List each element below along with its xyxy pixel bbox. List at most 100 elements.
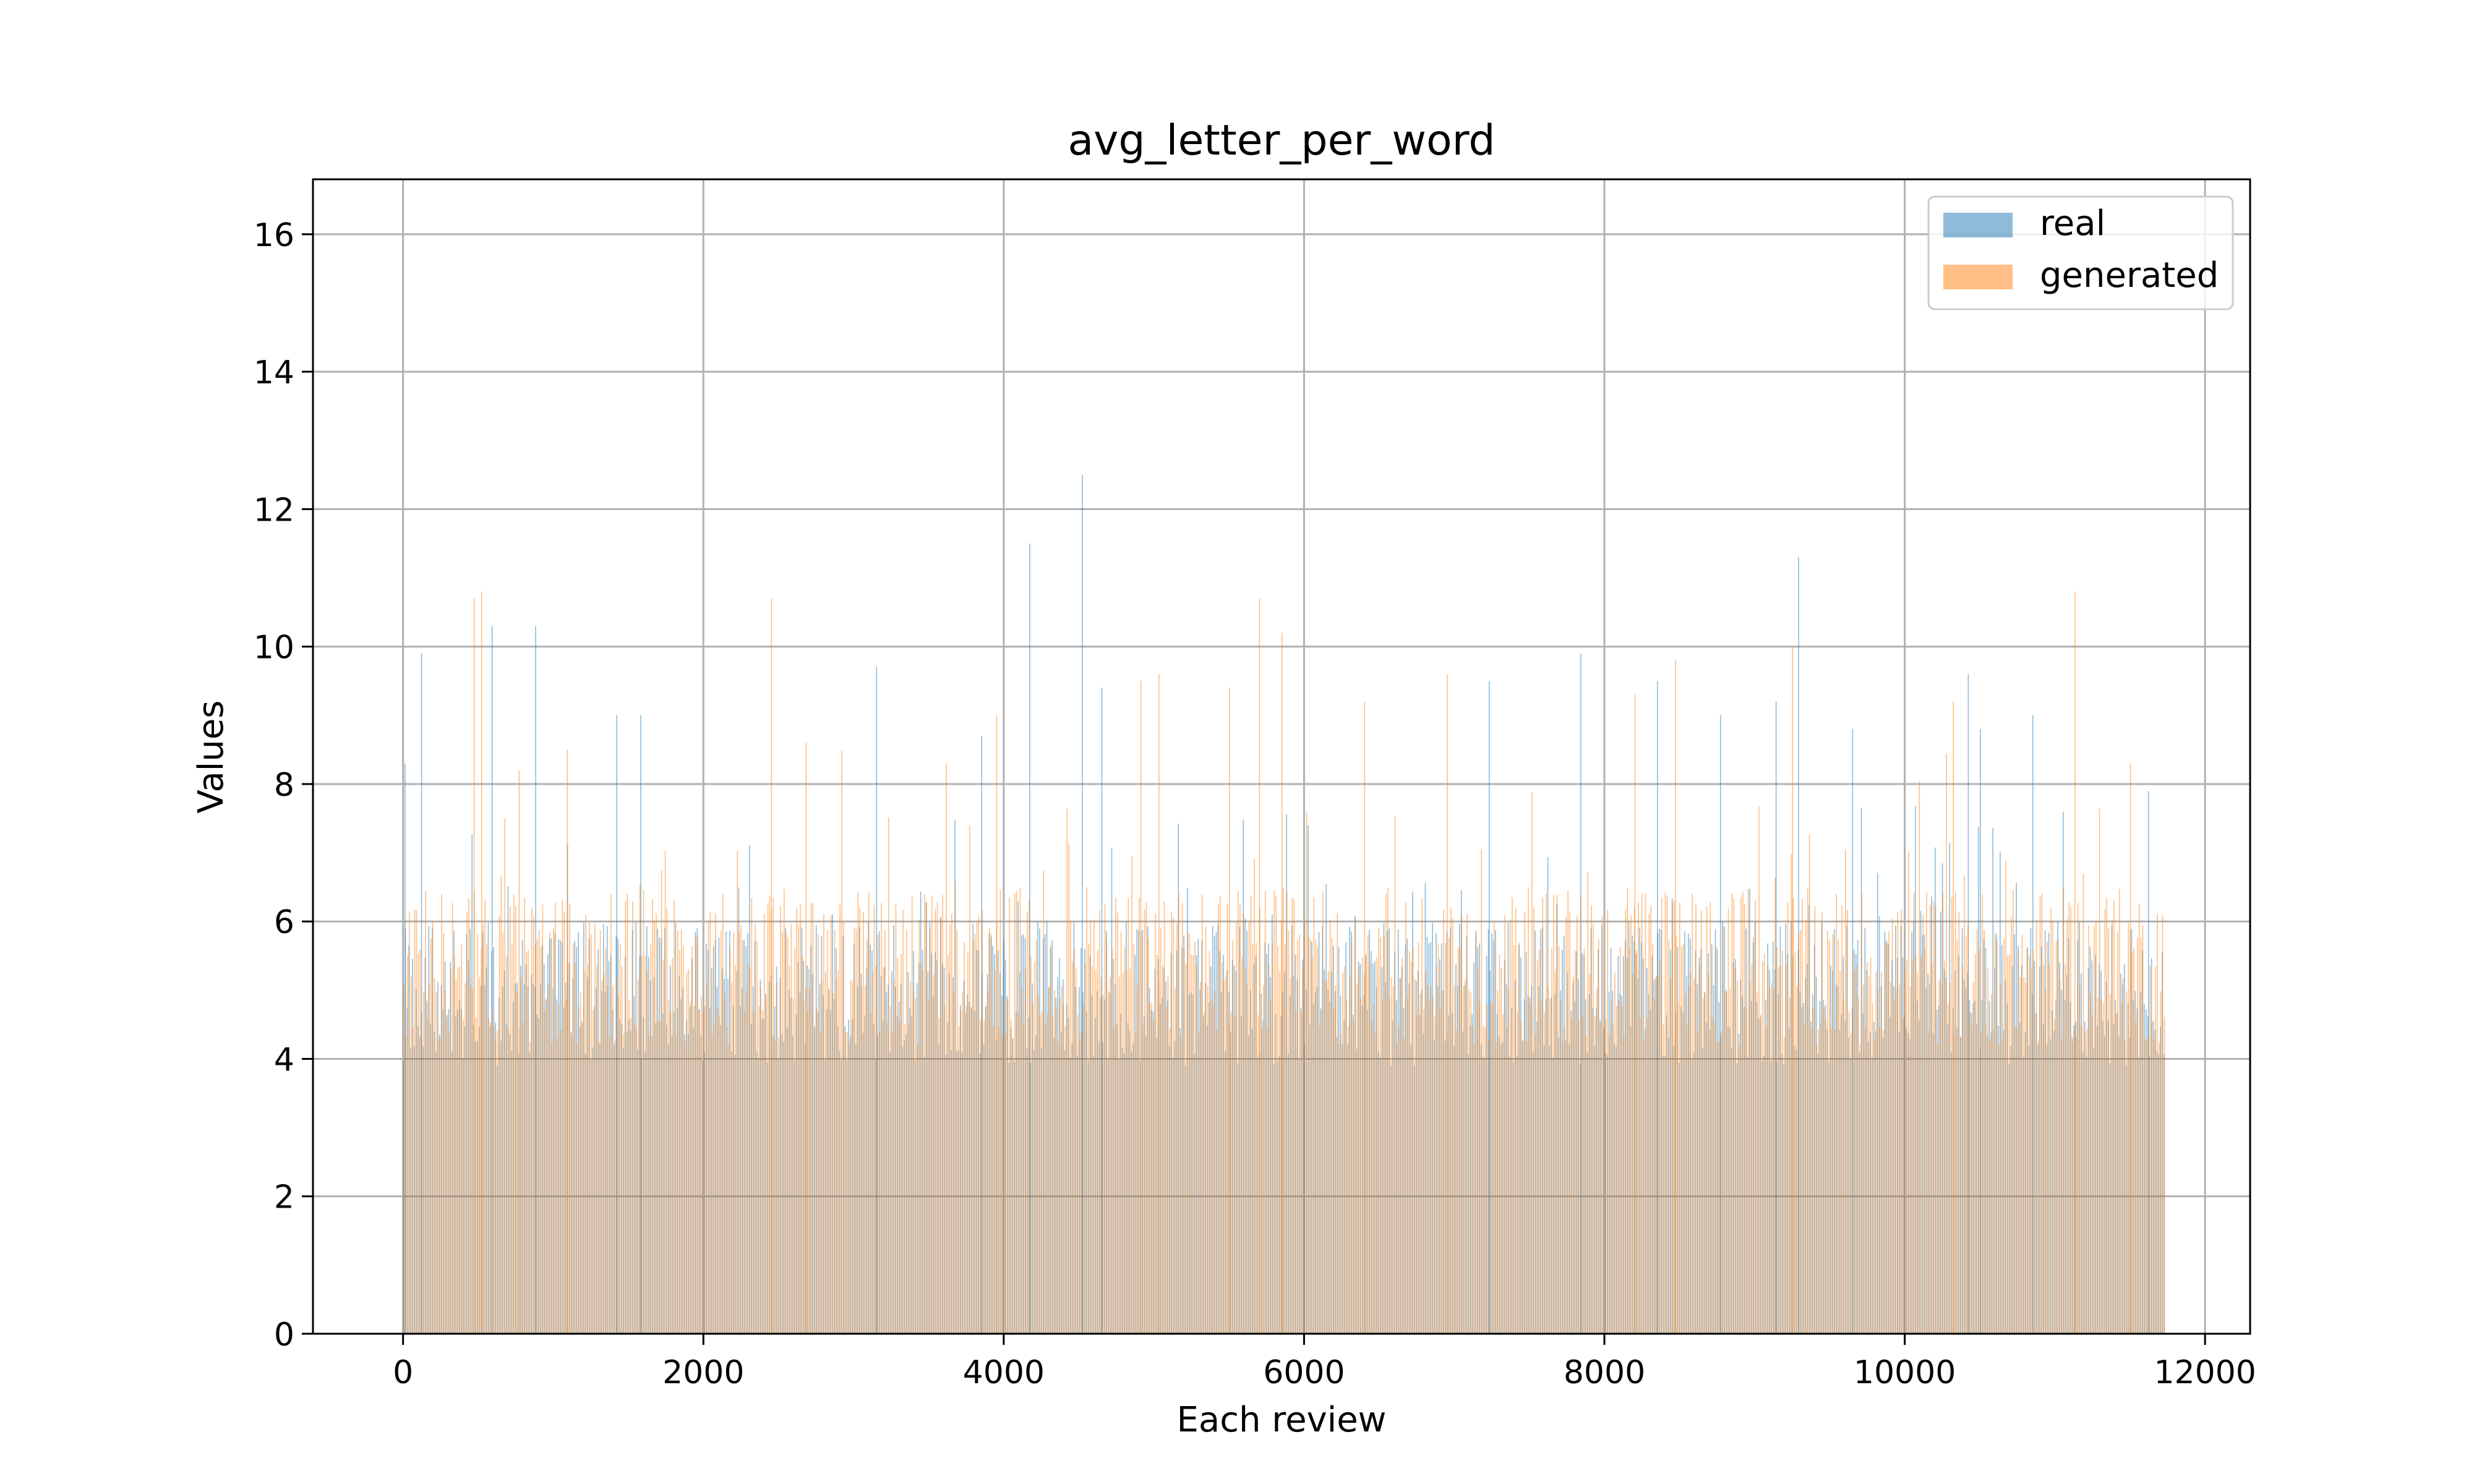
bar — [2118, 889, 2120, 1334]
bar — [1641, 893, 1643, 1334]
bar — [573, 943, 574, 1334]
bar — [2142, 925, 2144, 1334]
bar — [2077, 903, 2079, 1334]
bar — [1390, 978, 1392, 1334]
bar — [650, 944, 651, 1334]
bar — [1585, 1035, 1587, 1334]
bar — [486, 943, 487, 1334]
bar — [906, 929, 907, 1334]
bar — [2059, 979, 2061, 1334]
bar — [1904, 970, 1906, 1334]
bar — [1356, 983, 1358, 1334]
bar — [1434, 1017, 1436, 1334]
bar — [1676, 935, 1677, 1334]
bar — [1402, 957, 1403, 1334]
bar — [2023, 977, 2025, 1334]
bar — [1234, 1016, 1235, 1334]
bar — [614, 1040, 615, 1334]
bar — [1753, 937, 1755, 1334]
bar — [1007, 999, 1008, 1334]
bar — [1596, 988, 1598, 1334]
bar — [1843, 998, 1844, 1334]
bar — [1780, 966, 1781, 1334]
bar — [1244, 968, 1246, 1334]
bar — [846, 1032, 848, 1334]
bar — [1522, 1039, 1524, 1334]
bar — [719, 1016, 720, 1334]
bar — [1283, 887, 1284, 1334]
bar — [429, 984, 430, 1334]
bar — [461, 944, 463, 1334]
bar-peak — [491, 626, 493, 1334]
bar — [1569, 911, 1570, 1334]
bar — [1987, 968, 1988, 1334]
bar — [675, 1034, 677, 1334]
legend-label-generated: generated — [2040, 255, 2219, 296]
bar — [1385, 893, 1387, 1334]
bar — [1639, 1017, 1641, 1334]
bar-peak — [996, 715, 998, 1334]
bar — [567, 962, 568, 1334]
bar — [666, 909, 668, 1334]
bar — [1032, 1003, 1034, 1334]
bar — [818, 934, 819, 1334]
bar — [1935, 906, 1937, 1334]
bar — [661, 870, 662, 1334]
bar — [1877, 989, 1879, 1334]
bar — [855, 929, 857, 1334]
bar — [695, 935, 696, 1334]
bar — [967, 953, 969, 1334]
bar — [1715, 946, 1716, 1334]
bar — [1400, 978, 1401, 1334]
bar — [1167, 975, 1169, 1334]
bar — [832, 992, 834, 1334]
bar — [534, 944, 536, 1334]
bar — [482, 924, 484, 1334]
bar — [1439, 1008, 1441, 1334]
bar — [1331, 938, 1333, 1334]
bar — [578, 1006, 580, 1334]
bar — [970, 1006, 972, 1334]
bar — [1693, 979, 1695, 1334]
bar — [780, 906, 781, 1334]
bar — [1708, 974, 1710, 1334]
bar — [1306, 812, 1308, 1334]
bar — [1380, 937, 1381, 1334]
bar — [816, 1008, 818, 1334]
bar — [1145, 902, 1147, 1334]
bar — [944, 1005, 945, 1334]
bar — [1270, 1000, 1272, 1334]
bar — [1290, 978, 1291, 1334]
bar — [1317, 947, 1318, 1334]
bar — [1666, 896, 1668, 1334]
bar — [974, 934, 976, 1334]
bar — [1769, 988, 1771, 1334]
bar — [1014, 893, 1016, 1334]
bar — [497, 1030, 499, 1334]
bar — [500, 876, 502, 1334]
bar — [1340, 1034, 1342, 1334]
bar — [960, 1010, 962, 1334]
bar — [848, 1042, 850, 1334]
bar — [659, 1021, 661, 1334]
bar — [834, 930, 836, 1334]
bar — [745, 991, 747, 1334]
bar — [935, 908, 936, 1334]
bar — [713, 1023, 714, 1334]
bar — [1765, 1026, 1767, 1334]
bar — [1090, 919, 1091, 1334]
bar-peak — [771, 598, 773, 1334]
bar — [709, 911, 711, 1334]
bar — [782, 931, 783, 1334]
bar — [1808, 834, 1810, 1334]
bar — [1041, 1012, 1043, 1334]
bar — [1816, 1044, 1818, 1334]
bar — [1128, 898, 1129, 1334]
bar — [948, 955, 949, 1334]
bar — [1471, 1025, 1473, 1334]
bar — [410, 976, 412, 1334]
bar — [693, 1005, 695, 1334]
bar — [1392, 986, 1394, 1334]
bar — [670, 1012, 672, 1334]
bar — [2102, 1002, 2104, 1334]
